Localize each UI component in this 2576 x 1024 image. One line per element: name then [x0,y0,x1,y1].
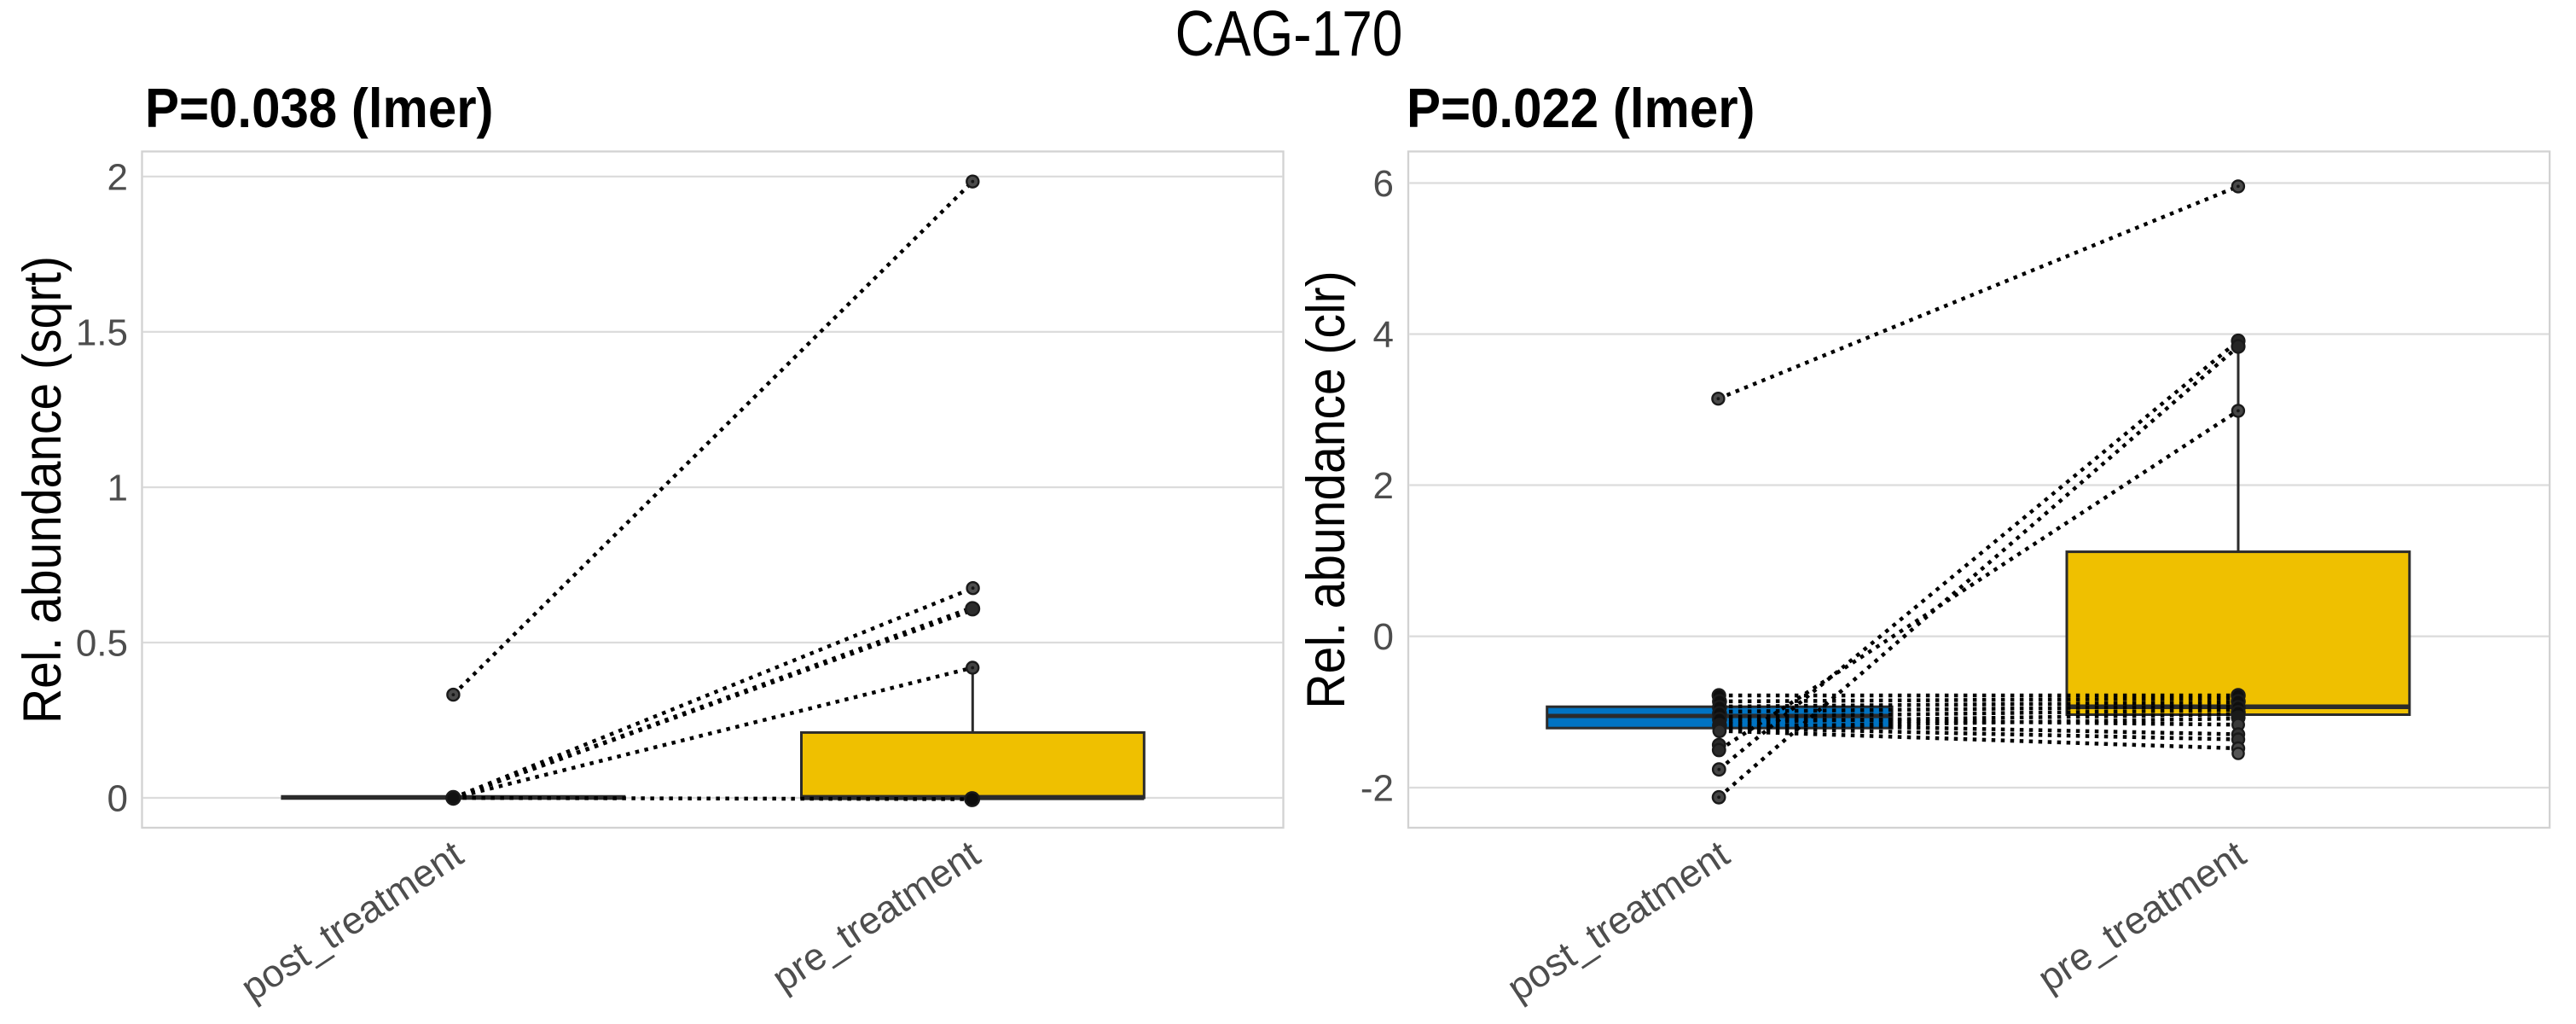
svg-text:0: 0 [107,777,128,819]
svg-text:Rel. abundance (sqrt): Rel. abundance (sqrt) [12,256,72,724]
svg-text:P=0.022 (lmer): P=0.022 (lmer) [1407,78,1755,140]
svg-text:2: 2 [107,156,128,198]
svg-text:0.5: 0.5 [76,622,128,664]
svg-text:CAG-170: CAG-170 [1175,0,1403,69]
svg-text:1.5: 1.5 [76,311,128,353]
svg-text:P=0.038 (lmer): P=0.038 (lmer) [145,78,494,140]
svg-text:4: 4 [1373,314,1394,356]
svg-text:-2: -2 [1361,767,1394,809]
svg-text:0: 0 [1373,616,1394,658]
svg-text:6: 6 [1373,163,1394,205]
svg-text:2: 2 [1373,465,1394,507]
svg-text:1: 1 [107,467,128,509]
svg-text:Rel. abundance (clr): Rel. abundance (clr) [1296,271,1355,708]
